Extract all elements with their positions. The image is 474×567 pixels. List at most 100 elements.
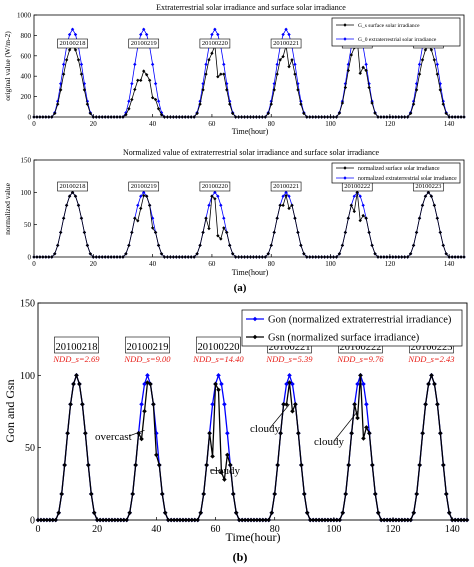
- data-point: [242, 255, 247, 259]
- data-point: [121, 517, 127, 523]
- day-label: 20100219: [131, 40, 157, 47]
- day-label: 20100220: [202, 40, 228, 47]
- day-label: 20100220: [197, 342, 239, 353]
- data-point: [133, 462, 138, 468]
- data-point: [151, 401, 156, 407]
- data-point: [38, 517, 44, 523]
- data-point: [322, 255, 327, 259]
- data-point: [397, 115, 401, 119]
- data-point: [201, 230, 205, 235]
- data-point: [453, 115, 457, 119]
- data-point: [420, 58, 425, 62]
- data-point: [278, 430, 283, 436]
- data-point: [405, 517, 411, 523]
- data-point: [153, 97, 158, 102]
- data-point: [287, 206, 291, 211]
- x-tick-label: 80: [268, 120, 276, 128]
- y-tick-label: 800: [21, 32, 32, 40]
- legend-marker: [343, 23, 347, 27]
- panel-label-a: (a): [234, 282, 247, 294]
- data-point: [85, 99, 90, 103]
- data-point: [408, 517, 414, 523]
- curves: [32, 190, 466, 259]
- ndd-label: NDD_s=14.40: [192, 354, 244, 364]
- data-point: [61, 72, 66, 76]
- data-point: [376, 255, 380, 259]
- data-point: [372, 491, 378, 497]
- data-point: [186, 517, 192, 523]
- data-point: [85, 102, 90, 106]
- day-label-box: [199, 38, 231, 49]
- data-point: [50, 255, 54, 259]
- data-point: [195, 111, 199, 116]
- data-point: [124, 252, 128, 256]
- data-point: [272, 491, 277, 497]
- data-point: [192, 255, 196, 259]
- data-point: [174, 255, 179, 259]
- data-point: [272, 88, 276, 92]
- data-point: [305, 255, 309, 259]
- data-point: [447, 255, 451, 259]
- data-point: [358, 194, 362, 198]
- data-point: [216, 75, 220, 79]
- data-point: [334, 255, 339, 259]
- data-point: [340, 101, 345, 105]
- data-point: [444, 252, 448, 256]
- data-point: [97, 115, 101, 119]
- data-point: [449, 517, 455, 523]
- data-point: [387, 517, 393, 523]
- data-point: [435, 62, 440, 67]
- data-point: [311, 115, 315, 119]
- data-point: [79, 62, 84, 67]
- data-point: [106, 115, 110, 119]
- data-point: [139, 401, 144, 407]
- data-point: [443, 491, 449, 497]
- data-point: [441, 102, 445, 106]
- data-point: [281, 203, 285, 208]
- data-point: [316, 517, 322, 523]
- data-point: [269, 102, 273, 106]
- data-point: [207, 430, 212, 436]
- data-point: [142, 408, 147, 414]
- x-tick-label: 140: [444, 120, 455, 128]
- data-point: [88, 111, 93, 116]
- x-tick-label: 40: [151, 524, 161, 535]
- data-point: [32, 115, 36, 119]
- data-point: [429, 194, 434, 198]
- data-point: [397, 255, 401, 259]
- data-point: [68, 401, 73, 407]
- data-point: [222, 72, 226, 76]
- data-point: [441, 462, 446, 468]
- data-point: [38, 115, 42, 119]
- data-point: [115, 115, 119, 119]
- day-label-box: [128, 181, 160, 192]
- data-point: [91, 510, 97, 516]
- data-point: [225, 230, 229, 235]
- data-point: [64, 203, 69, 207]
- data-point: [361, 381, 366, 387]
- data-point: [446, 510, 452, 516]
- data-point: [328, 115, 333, 119]
- data-point: [441, 99, 445, 103]
- data-point: [420, 203, 425, 207]
- data-point: [136, 203, 140, 207]
- data-point: [370, 101, 374, 105]
- data-point: [73, 194, 78, 198]
- data-point: [204, 462, 209, 468]
- data-point: [67, 194, 72, 198]
- data-point: [349, 203, 354, 207]
- data-point: [142, 193, 146, 198]
- data-point: [153, 81, 158, 86]
- data-point: [302, 252, 306, 256]
- data-point: [423, 48, 428, 52]
- data-point: [319, 517, 325, 523]
- data-point: [364, 216, 368, 220]
- data-point: [58, 81, 63, 86]
- data-point: [266, 517, 272, 523]
- data-point: [219, 470, 224, 475]
- data-point: [64, 58, 69, 62]
- data-point: [171, 255, 176, 259]
- data-point: [177, 115, 182, 119]
- series-line-0: [34, 39, 464, 118]
